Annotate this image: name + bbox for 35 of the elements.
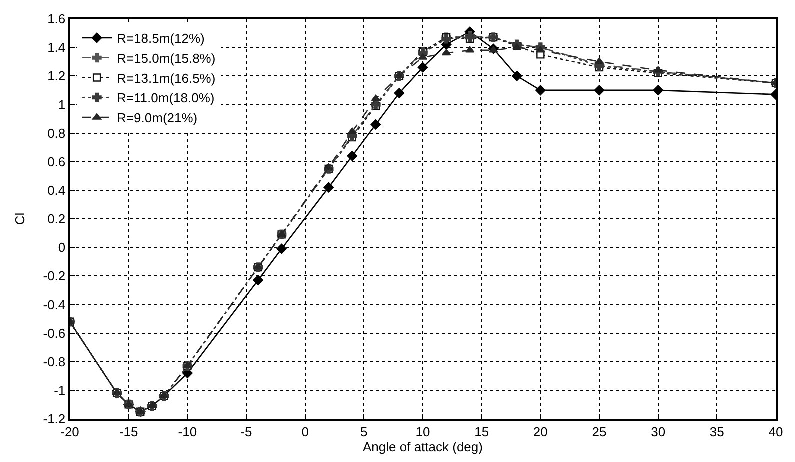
- y-tick-label: -0.8: [43, 354, 66, 370]
- x-tick-label: 25: [592, 424, 607, 440]
- x-tick-label: 0: [302, 424, 309, 440]
- y-tick-label: 1: [58, 97, 66, 112]
- x-axis-title: Angle of attack (deg): [363, 439, 483, 454]
- x-tick-label: 20: [533, 424, 548, 440]
- y-tick-label: 1.6: [48, 12, 66, 27]
- x-tick-label: -10: [178, 424, 198, 440]
- x-tick-label: 5: [360, 424, 368, 440]
- legend-label: R=9.0m(21%): [117, 110, 198, 126]
- x-tick-label: -5: [240, 424, 252, 440]
- x-tick-label: -15: [119, 424, 138, 440]
- y-tick-label: 0.2: [48, 212, 66, 227]
- y-tick-label: 0.6: [48, 154, 66, 170]
- y-tick-label: -1: [54, 382, 66, 398]
- x-tick-label: 10: [416, 424, 430, 440]
- y-tick-label: 0: [58, 240, 66, 256]
- y-tick-label: 0.8: [48, 126, 66, 141]
- legend-label: R=18.5m(12%): [117, 31, 205, 46]
- legend-label: R=13.1m(16.5%): [117, 70, 216, 86]
- x-tick-label: 30: [651, 424, 666, 440]
- legend-label: R=15.0m(15.8%): [117, 50, 216, 66]
- y-tick-label: -0.6: [43, 326, 66, 341]
- y-tick-label: -1.2: [43, 412, 66, 427]
- x-tick-label: 35: [710, 424, 724, 440]
- y-tick-label: 0.4: [48, 182, 66, 198]
- x-tick-label: -20: [60, 424, 80, 440]
- x-tick-label: 40: [768, 424, 784, 440]
- x-tick-label: 15: [474, 424, 490, 440]
- y-tick-label: -0.2: [43, 268, 66, 284]
- y-axis-title: Cl: [12, 212, 28, 226]
- y-tick-label: -0.4: [43, 297, 66, 312]
- legend-label: R=11.0m(18.0%): [117, 90, 215, 106]
- y-tick-label: 1.4: [48, 40, 66, 56]
- y-tick-label: 1.2: [48, 68, 66, 84]
